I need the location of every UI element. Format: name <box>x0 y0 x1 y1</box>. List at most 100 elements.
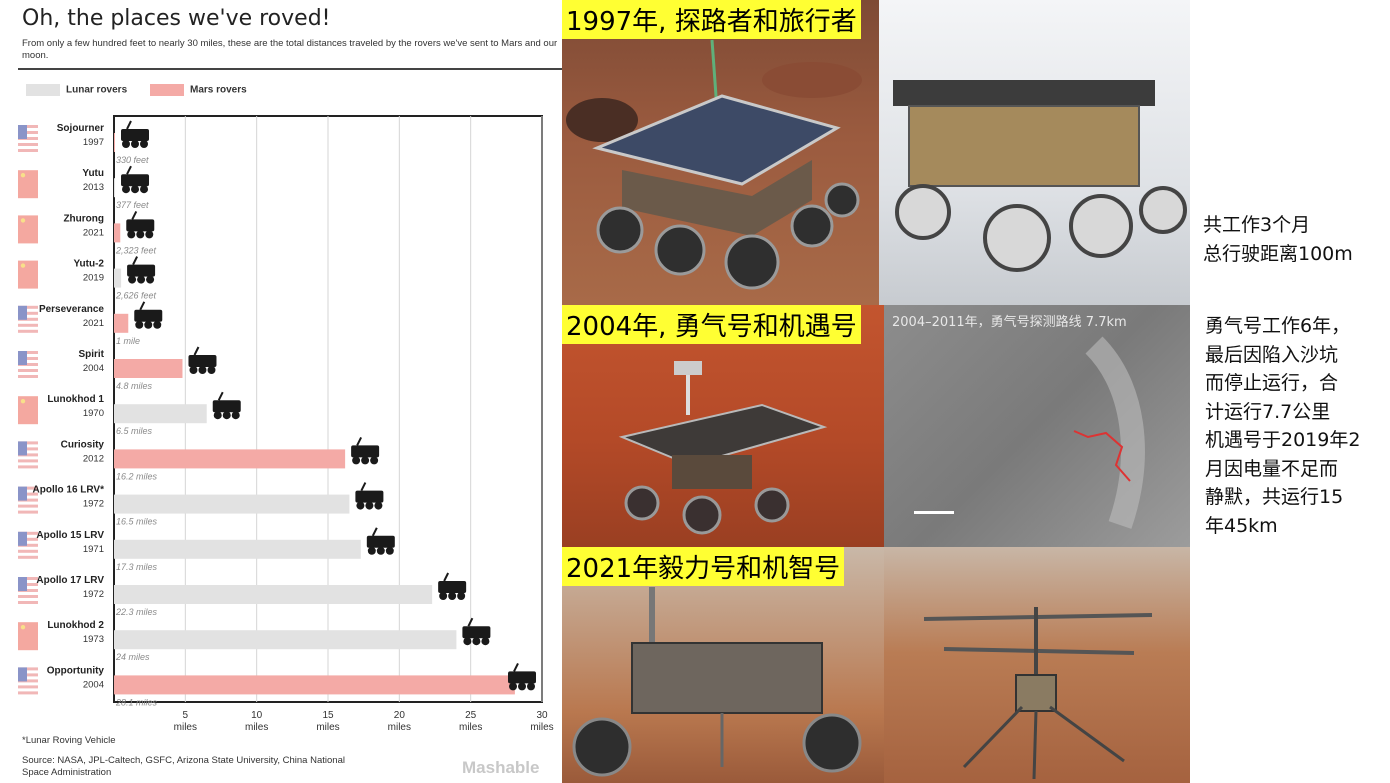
rover-wheel <box>198 366 207 374</box>
distance-label: 2,626 feet <box>115 291 157 301</box>
rover-mast <box>217 391 224 401</box>
label-2021: 2021年毅力号和机智号 <box>562 547 845 586</box>
distance-label: 17.3 miles <box>116 562 158 572</box>
perseverance-photo: 2021年毅力号和机智号 <box>562 547 884 783</box>
rover-wheel <box>140 185 149 194</box>
rover-wheel <box>128 275 137 284</box>
sojourner-rover-illustration <box>566 39 862 290</box>
pathfinder-note-line: 共工作3个月 <box>1203 214 1311 236</box>
rover-wheel <box>140 140 148 148</box>
chart-title: Oh, the places we've roved! <box>22 6 331 31</box>
flag-emblem <box>20 399 26 404</box>
rover-name: Curiosity <box>61 439 105 450</box>
rover-wheel <box>518 682 526 691</box>
flag-emblem <box>20 263 26 268</box>
spirit-opportunity-note: 勇气号工作6年， 最后因陷入沙坑 而停止运行，合 计运行7.7公里 机遇号于20… <box>1205 312 1360 540</box>
us-flag-stripe <box>18 555 38 559</box>
pathfinder-replica-photo <box>879 0 1190 305</box>
rover-mast <box>193 346 200 356</box>
us-flag-stripe <box>18 679 38 683</box>
distance-bar <box>114 223 121 243</box>
us-flag-canton <box>18 577 27 591</box>
rover-wheel <box>153 320 162 329</box>
rover-name: Opportunity <box>47 665 105 676</box>
rover-mast <box>443 572 450 582</box>
distance-bar <box>114 178 116 198</box>
label-2004: 2004年, 勇气号和机遇号 <box>562 305 861 344</box>
rover-mast <box>371 527 378 537</box>
rover-name: Perseverance <box>39 304 104 315</box>
rover-name: Zhurong <box>63 213 104 224</box>
rover-wheel <box>222 411 231 420</box>
distance-bar <box>114 313 129 333</box>
pathfinder-note: 共工作3个月 总行驶距离100m <box>1203 211 1353 268</box>
us-flag-stripe <box>18 583 38 586</box>
distance-bar <box>114 359 183 378</box>
rover-year: 2019 <box>83 273 104 284</box>
route-map-label: 2004–2011年，勇气号探测路线 7.7km <box>892 315 1127 330</box>
replica-rover-illustration <box>893 80 1187 272</box>
rover-wheel <box>131 140 139 148</box>
rover-wheel <box>527 682 535 691</box>
distance-label: 22.3 miles <box>115 607 158 617</box>
brand-logo: Mashable <box>462 758 540 777</box>
us-flag-stripe <box>18 351 38 354</box>
chart-subtitle: From only a few hundred feet to nearly 3… <box>22 38 558 61</box>
rover-wheel <box>352 456 361 465</box>
rover-silhouette-icon <box>438 581 467 593</box>
route-map-illustration <box>914 336 1145 529</box>
rover-year: 1972 <box>83 499 104 510</box>
rover-name: Lunokhod 2 <box>47 620 104 631</box>
x-tick-unit: miles <box>316 722 339 730</box>
x-tick-label: 30 <box>536 710 548 721</box>
distance-bar <box>114 404 207 424</box>
rover-silhouette-icon <box>508 671 536 684</box>
rover-silhouette-icon <box>121 129 149 141</box>
rover-distance-chart: Oh, the places we've roved! From only a … <box>0 0 562 783</box>
x-tick-unit: miles <box>530 722 553 730</box>
rover-wheel <box>189 366 198 374</box>
flag-emblem <box>20 218 26 223</box>
rover-year: 1971 <box>83 544 104 555</box>
us-flag-stripe <box>18 492 38 496</box>
rover-wheel <box>439 592 448 600</box>
rover-year: 2021 <box>83 318 104 329</box>
us-flag-stripe <box>18 357 38 360</box>
us-flag-canton <box>18 305 27 320</box>
rover-wheel <box>356 501 365 510</box>
us-flag-canton <box>18 531 27 546</box>
distance-bar <box>114 133 115 152</box>
us-flag-stripe <box>18 601 38 604</box>
rover-silhouette-icon <box>366 535 395 548</box>
distance-label: 377 feet <box>116 200 149 210</box>
rover-wheel <box>463 637 472 646</box>
source-note: Source: NASA, JPL-Caltech, GSFC, Arizona… <box>22 755 345 778</box>
rover-silhouette-icon <box>355 490 384 503</box>
rover-mast <box>126 165 132 175</box>
note-line: 最后因陷入沙坑 <box>1205 343 1339 366</box>
us-flag-stripe <box>18 305 38 309</box>
title-divider <box>18 68 562 70</box>
distance-label: 6.5 miles <box>116 426 153 436</box>
x-tick-unit: miles <box>459 722 482 730</box>
rover-wheel <box>370 456 379 465</box>
bar-plot: 5miles10miles15miles20miles25miles30mile… <box>18 115 554 730</box>
us-flag-stripe <box>18 685 38 689</box>
us-flag-stripe <box>18 465 38 469</box>
rover-silhouette-icon <box>127 264 156 277</box>
rover-mast <box>132 256 138 266</box>
rover-year: 2004 <box>83 363 104 374</box>
rover-wheel <box>385 546 394 555</box>
rover-name: Yutu-2 <box>73 259 104 270</box>
x-tick-label: 25 <box>465 710 477 721</box>
distance-label: 28.1 miles <box>115 697 158 707</box>
us-flag-stripe <box>18 673 38 677</box>
us-flag-canton <box>18 125 27 139</box>
distance-bar <box>114 539 361 559</box>
us-flag-stripe <box>18 323 38 327</box>
us-flag-stripe <box>18 143 38 146</box>
x-tick-label: 10 <box>251 710 263 721</box>
legend-mars-label: Mars rovers <box>190 84 247 96</box>
us-flag-stripe <box>18 447 38 451</box>
us-flag-stripe <box>18 549 38 553</box>
